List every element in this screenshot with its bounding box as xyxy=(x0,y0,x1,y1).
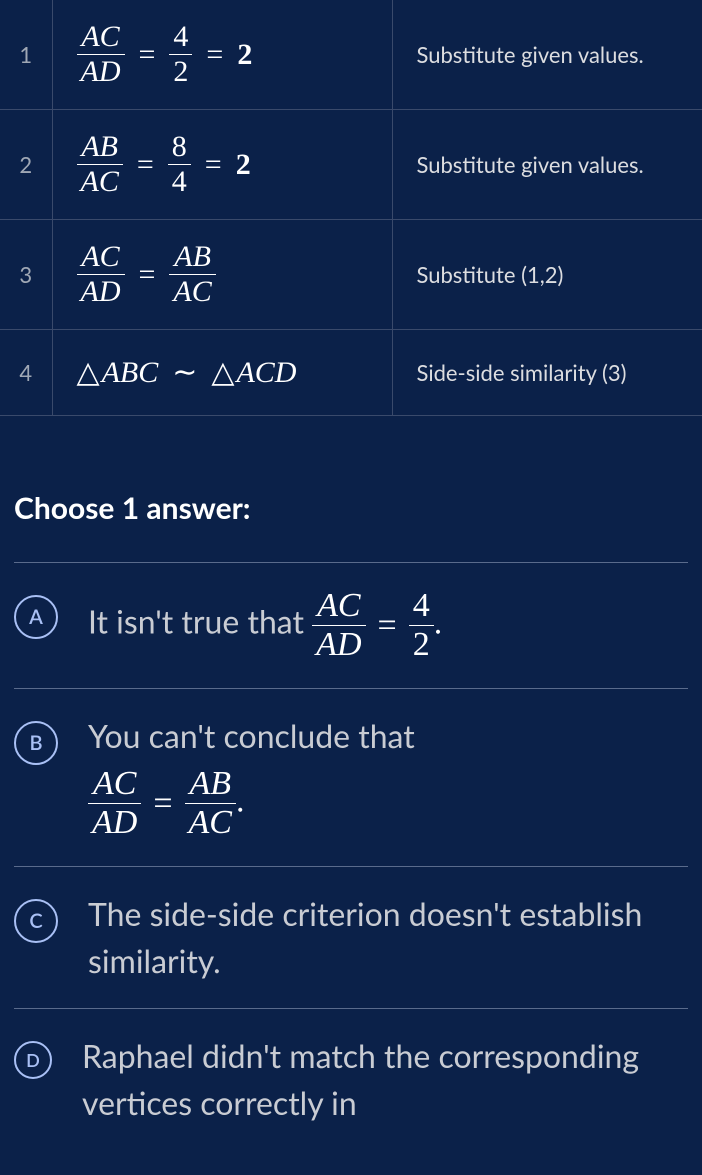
step-number: 4 xyxy=(0,330,52,416)
answer-option-d[interactable]: D Raphael didn't match the corresponding… xyxy=(14,1009,688,1150)
step-statement: ABAC = 84 = 2 xyxy=(52,110,392,220)
step-reason: Substitute given values. xyxy=(392,0,702,110)
step-reason: Side-side similarity (3) xyxy=(392,330,702,416)
step-reason: Substitute (1,2) xyxy=(392,220,702,330)
step-number: 1 xyxy=(0,0,52,110)
option-text: It isn't true that ACAD = 42 . xyxy=(88,587,454,664)
step-statement: ACAD = 42 = 2 xyxy=(52,0,392,110)
step-statement: △ABC ∼ △ACD xyxy=(52,330,392,416)
answer-option-c[interactable]: C The side-side criterion doesn't establ… xyxy=(14,867,688,1009)
answer-option-a[interactable]: A It isn't true that ACAD = 42 . xyxy=(14,563,688,689)
answer-option-b[interactable]: B You can't conclude that ACAD = ABAC . xyxy=(14,689,688,867)
option-text: You can't conclude that ACAD = ABAC . xyxy=(88,713,427,842)
option-badge: B xyxy=(14,721,58,765)
proof-row: 2 ABAC = 84 = 2 Substitute given values. xyxy=(0,110,702,220)
question-section: Choose 1 answer: A It isn't true that AC… xyxy=(0,416,702,1150)
option-badge: D xyxy=(14,1041,52,1079)
option-text: The side-side criterion doesn't establis… xyxy=(88,891,688,984)
step-number: 3 xyxy=(0,220,52,330)
option-badge: C xyxy=(14,899,58,943)
option-text: Raphael didn't match the corresponding v… xyxy=(82,1033,688,1126)
option-badge: A xyxy=(14,595,58,639)
step-statement: ACAD = ABAC xyxy=(52,220,392,330)
step-number: 2 xyxy=(0,110,52,220)
proof-row: 3 ACAD = ABAC Substitute (1,2) xyxy=(0,220,702,330)
proof-table: 1 ACAD = 42 = 2 Substitute given values.… xyxy=(0,0,702,416)
answer-options: A It isn't true that ACAD = 42 . B You c… xyxy=(14,562,688,1150)
question-prompt: Choose 1 answer: xyxy=(14,490,688,526)
proof-row: 1 ACAD = 42 = 2 Substitute given values. xyxy=(0,0,702,110)
step-reason: Substitute given values. xyxy=(392,110,702,220)
proof-row: 4 △ABC ∼ △ACD Side-side similarity (3) xyxy=(0,330,702,416)
